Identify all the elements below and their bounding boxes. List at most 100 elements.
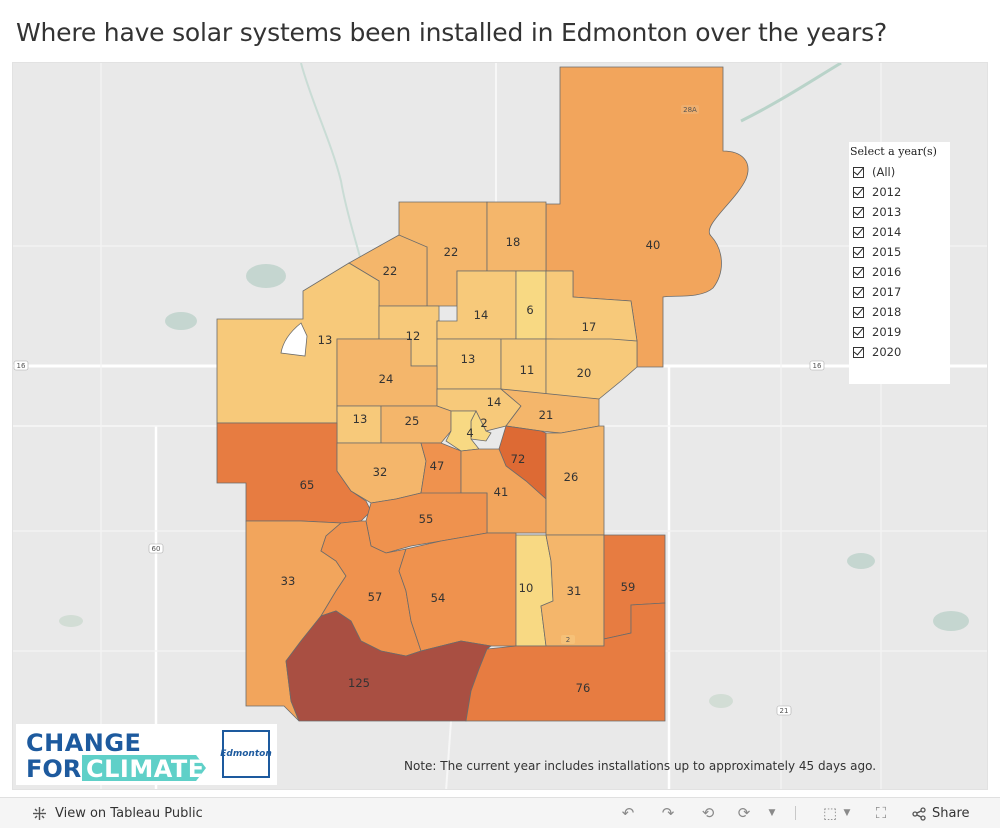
legend-item-2012[interactable]: 2012 [849,182,950,202]
svg-text:60: 60 [152,545,161,553]
ward-label: 13 [353,412,368,426]
ward-label: 13 [318,333,333,347]
ward-76[interactable] [465,602,666,722]
logo-text: FOR [26,755,82,783]
toolbar-divider [795,806,796,820]
footnote: Note: The current year includes installa… [404,759,877,773]
legend-title: Select a year(s) [850,145,937,158]
lake [847,553,875,569]
checkbox[interactable] [853,286,864,298]
legend-item-label: 2016 [872,265,902,279]
redo-icon[interactable]: ↷ [661,804,675,822]
fullscreen-icon[interactable]: ⛶ [875,804,887,822]
year-filter-legend: Select a year(s) (All) 2012 2013 2014 20… [849,142,950,384]
ward-label: 24 [379,372,394,386]
download-icon[interactable]: ⬚ [822,804,838,822]
ward-label: 22 [444,245,459,259]
checkbox[interactable] [853,166,864,178]
river [740,63,842,123]
ward-54[interactable] [398,532,517,652]
svg-text:16: 16 [17,362,26,370]
ward-label: 18 [506,235,521,249]
ward-label: 14 [474,308,489,322]
svg-text:2: 2 [566,636,570,644]
view-on-tableau-public-link[interactable]: View on Tableau Public [32,806,203,821]
chevron-down-icon[interactable]: ▼ [843,808,851,818]
choropleth-map[interactable]: 16 16 60 21 [13,63,988,790]
ward-label: 14 [487,395,502,409]
ward-label: 11 [520,363,535,377]
checkbox[interactable] [853,226,864,238]
ward-label: 22 [383,264,398,278]
checkbox[interactable] [853,266,864,278]
lake [709,694,733,708]
ward-label: 10 [519,581,534,595]
ward-label: 17 [582,320,597,334]
ward-label: 55 [419,512,434,526]
ward-label: 12 [406,329,421,343]
checkbox[interactable] [853,326,864,338]
checkbox[interactable] [853,346,864,358]
tableau-logo-icon [33,807,46,820]
ward-label: 76 [576,681,591,695]
ward-label: 6 [526,303,533,317]
svg-text:21: 21 [780,707,789,715]
legend-item-label: 2019 [872,325,902,339]
logo-arrow: CLIMATE [82,755,206,781]
lake [59,615,83,627]
ward-label: 65 [300,478,315,492]
checkbox[interactable] [853,306,864,318]
legend-item-2019[interactable]: 2019 [849,322,950,342]
view-on-tableau-label: View on Tableau Public [55,806,203,821]
map-view[interactable]: 16 16 60 21 [12,62,988,790]
ward-label: 31 [567,584,582,598]
legend-item-2016[interactable]: 2016 [849,262,950,282]
ward-label: 32 [373,465,388,479]
ward-label: 57 [368,590,383,604]
ward-label: 47 [430,459,445,473]
ward-125[interactable] [285,610,492,722]
undo-icon[interactable]: ↶ [621,804,635,822]
legend-item-2015[interactable]: 2015 [849,242,950,262]
legend-item-label: 2015 [872,245,902,259]
edmonton-logo: Edmonton [220,730,272,778]
refresh-icon[interactable]: ⟳ [737,804,751,822]
legend-item-2018[interactable]: 2018 [849,302,950,322]
legend-item-label: 2020 [872,345,902,359]
creek [300,63,362,262]
ward-label: 4 [466,426,473,440]
ward-label: 33 [281,574,296,588]
logo-text: CHANGE [26,729,142,757]
checkbox[interactable] [853,246,864,258]
lake [165,312,197,330]
wards [216,66,749,722]
legend-item-2014[interactable]: 2014 [849,222,950,242]
lake [246,264,286,288]
ward-label: 125 [348,676,370,690]
revert-icon[interactable]: ⟲ [701,804,715,822]
legend-item-2013[interactable]: 2013 [849,202,950,222]
ward-21[interactable] [499,388,600,434]
svg-text:28A: 28A [683,106,697,114]
tableau-toolbar: View on Tableau Public ↶ ↷ ⟲ ⟳ ▼ ⬚ ▼ ⛶ S… [0,797,1000,828]
ward-label: 26 [564,470,579,484]
ward-label: 54 [431,591,446,605]
legend-item-all[interactable]: (All) [849,162,950,182]
legend-item-2020[interactable]: 2020 [849,342,950,362]
ward-label: 13 [461,352,476,366]
checkbox[interactable] [853,186,864,198]
share-button[interactable]: Share [912,806,970,821]
page-title: Where have solar systems been installed … [16,18,888,47]
ward-label: 41 [494,485,509,499]
logo-text: CLIMATE [86,755,205,783]
legend-item-2017[interactable]: 2017 [849,282,950,302]
road [445,720,452,789]
ward-20[interactable] [545,338,638,400]
legend-item-label: 2013 [872,205,902,219]
checkbox[interactable] [853,206,864,218]
svg-text:16: 16 [813,362,822,370]
ward-40[interactable] [545,66,749,368]
legend-item-label: 2014 [872,225,902,239]
chevron-down-icon[interactable]: ▼ [768,808,776,818]
legend-item-label: 2018 [872,305,902,319]
